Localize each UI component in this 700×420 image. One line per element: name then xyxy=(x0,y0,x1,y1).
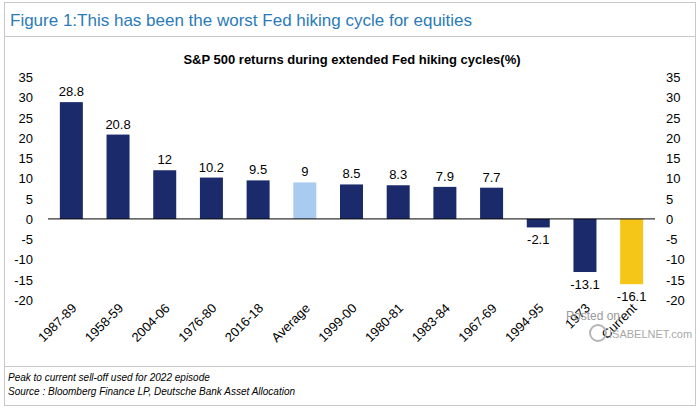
bar xyxy=(340,184,363,218)
bar xyxy=(387,185,410,219)
data-label: -16.1 xyxy=(617,289,647,304)
chart: Figure 1:This has been the worst Fed hik… xyxy=(0,0,700,420)
y2-tick-label: -5 xyxy=(666,232,678,247)
category-label: 2004-06 xyxy=(129,301,173,345)
bar xyxy=(60,102,83,219)
y2-tick-label: 25 xyxy=(666,111,680,126)
y-tick-label: -15 xyxy=(14,273,33,288)
y2-tick xyxy=(660,158,664,159)
category-label: 1958-59 xyxy=(82,301,126,345)
bar xyxy=(247,180,270,219)
data-label: 8.5 xyxy=(342,166,360,181)
y-tick xyxy=(36,198,40,199)
bar xyxy=(480,188,503,219)
category-label: 1976-80 xyxy=(175,301,219,345)
y2-tick-label: 15 xyxy=(666,151,680,166)
watermark: Posted on xyxy=(566,309,620,323)
y-tick-label: 10 xyxy=(19,171,33,186)
y-tick-label: 15 xyxy=(19,151,33,166)
bar xyxy=(620,219,643,284)
y-tick xyxy=(36,158,40,159)
bar xyxy=(153,170,176,219)
title-rule xyxy=(5,36,696,37)
y2-tick xyxy=(660,97,664,98)
y-tick xyxy=(36,117,40,118)
y-tick xyxy=(36,279,40,280)
y-tick xyxy=(36,178,40,179)
y2-tick-label: 30 xyxy=(666,90,680,105)
figure-title: Figure 1:This has been the worst Fed hik… xyxy=(10,11,472,30)
y2-tick xyxy=(660,300,664,301)
category-label: 1987-89 xyxy=(35,301,79,345)
y-tick xyxy=(36,97,40,98)
y-tick-label: -5 xyxy=(21,232,33,247)
y-tick-label: 0 xyxy=(26,212,33,227)
y2-tick xyxy=(660,77,664,78)
category-label: 2016-18 xyxy=(222,301,266,345)
data-label: 10.2 xyxy=(199,160,224,175)
bar xyxy=(107,135,130,219)
y-tick xyxy=(36,239,40,240)
category-label: 1967-69 xyxy=(455,301,499,345)
y-tick xyxy=(36,137,40,138)
y-tick-label: -20 xyxy=(14,293,33,308)
category-label: 1999-00 xyxy=(315,301,359,345)
bar xyxy=(527,219,550,228)
y-tick-label: 35 xyxy=(19,70,33,85)
footer-rule xyxy=(5,366,696,367)
data-label: -13.1 xyxy=(570,277,600,292)
data-label: 9.5 xyxy=(249,162,267,177)
category-label: 1994-95 xyxy=(502,301,546,345)
chart-title: S&P 500 returns during extended Fed hiki… xyxy=(183,52,520,67)
y-tick-label: 25 xyxy=(19,111,33,126)
data-label: 7.9 xyxy=(436,169,454,184)
y2-tick-label: -10 xyxy=(666,252,685,267)
y-tick-label: -10 xyxy=(14,252,33,267)
y2-tick xyxy=(660,178,664,179)
data-label: 28.8 xyxy=(59,84,84,99)
y2-tick-label: 35 xyxy=(666,70,680,85)
data-label: 9 xyxy=(301,164,308,179)
data-label: -2.1 xyxy=(527,232,549,247)
y-tick xyxy=(36,259,40,260)
footnote: Source : Bloomberg Finance LP, Deutsche … xyxy=(8,386,295,397)
category-label: Average xyxy=(268,301,313,346)
y2-tick-label: -15 xyxy=(666,273,685,288)
bar xyxy=(573,219,596,272)
bars xyxy=(60,102,643,284)
frame xyxy=(5,3,696,406)
y2-tick xyxy=(660,137,664,138)
watermark: ISABELNET.com xyxy=(609,328,692,340)
y2-tick-label: 20 xyxy=(666,131,680,146)
watermark-logo xyxy=(590,325,606,341)
footnote: Peak to current sell-off used for 2022 e… xyxy=(8,372,210,383)
bar xyxy=(200,178,223,219)
category-label: 1980-81 xyxy=(362,301,406,345)
y2-tick-label: 10 xyxy=(666,171,680,186)
bar xyxy=(293,182,316,218)
y2-tick xyxy=(660,198,664,199)
y2-tick xyxy=(660,218,664,219)
y-tick xyxy=(36,300,40,301)
bar xyxy=(433,187,456,219)
data-label: 7.7 xyxy=(483,170,501,185)
y2-tick xyxy=(660,239,664,240)
category-label: 1983-84 xyxy=(409,301,453,345)
data-label: 12 xyxy=(157,152,171,167)
y2-tick xyxy=(660,259,664,260)
y2-tick-label: 5 xyxy=(666,192,673,207)
y-tick xyxy=(36,218,40,219)
y2-tick xyxy=(660,117,664,118)
y-tick-label: 5 xyxy=(26,192,33,207)
zero-line xyxy=(48,218,655,219)
y2-tick xyxy=(660,279,664,280)
data-label: 8.3 xyxy=(389,167,407,182)
y-tick-label: 30 xyxy=(19,90,33,105)
data-label: 20.8 xyxy=(105,117,130,132)
y-tick-label: 20 xyxy=(19,131,33,146)
y-tick xyxy=(36,77,40,78)
y2-tick-label: -20 xyxy=(666,293,685,308)
y2-tick-label: 0 xyxy=(666,212,673,227)
